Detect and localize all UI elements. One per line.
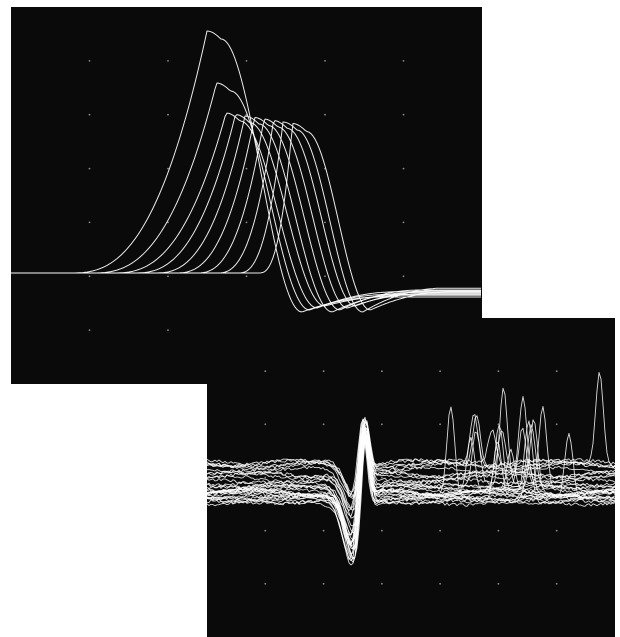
- grid-dot: [324, 221, 326, 224]
- grid-dot: [381, 423, 383, 426]
- waveform-trace: [11, 30, 481, 313]
- waveform-trace: [11, 120, 481, 307]
- grid-dot: [555, 370, 558, 373]
- waveform-trace: [11, 114, 481, 307]
- grid-dot: [88, 275, 91, 278]
- grid-dot: [245, 167, 248, 170]
- waveform-trace: [11, 115, 481, 313]
- grid-dot: [88, 113, 91, 116]
- grid-dot: [381, 529, 383, 532]
- grid-dot: [88, 221, 91, 224]
- grid-dot: [322, 370, 325, 373]
- grid-dot: [264, 476, 267, 479]
- grid-dot: [497, 370, 500, 373]
- grid-dot: [555, 582, 558, 585]
- waveform-trace: [11, 121, 481, 313]
- grid-dot: [439, 529, 441, 532]
- grid-dot: [245, 60, 248, 62]
- grid-dot: [402, 221, 405, 224]
- grid-dot: [497, 529, 500, 532]
- grid-dot: [88, 329, 91, 331]
- waveform-trace: [11, 123, 481, 311]
- grid-dot: [381, 582, 383, 585]
- grid-dot: [167, 329, 169, 331]
- grid-dot: [245, 275, 248, 278]
- grid-dot: [264, 582, 267, 585]
- grid-dot: [264, 529, 267, 532]
- waveform-trace: [207, 395, 615, 519]
- grid-dot: [402, 113, 405, 116]
- grid-dot: [245, 221, 248, 224]
- waveform-trace: [207, 435, 615, 559]
- grid-dot: [324, 60, 326, 62]
- waveform-trace: [11, 112, 481, 309]
- grid-dot: [555, 423, 558, 426]
- grid-dot: [555, 529, 558, 532]
- grid-dot: [402, 275, 405, 278]
- waveform-trace: [207, 430, 615, 550]
- traces-bottom: [207, 372, 615, 566]
- grid-dot: [439, 370, 441, 373]
- grid-dot: [322, 423, 325, 426]
- grid-dot: [402, 167, 405, 170]
- waveform-trace: [207, 415, 615, 497]
- grid-dot: [497, 582, 500, 585]
- waveform-trace: [207, 418, 615, 511]
- grid-dot: [264, 370, 267, 373]
- grid-dot: [324, 113, 326, 116]
- waveform-trace: [207, 426, 615, 527]
- grid-dot: [439, 582, 441, 585]
- waveform-trace: [207, 437, 615, 562]
- grid-dot: [439, 423, 441, 426]
- grid-dot: [381, 476, 383, 479]
- grid-dot: [381, 370, 383, 373]
- waveform-trace: [11, 117, 481, 311]
- grid-dot: [497, 423, 500, 426]
- waveform-trace: [207, 372, 615, 500]
- waveform-trace: [207, 434, 615, 560]
- grid-dot: [88, 60, 91, 62]
- waveform-trace: [207, 424, 615, 543]
- waveform-trace: [207, 387, 615, 536]
- traces-top: [11, 30, 481, 313]
- grid-dot: [167, 275, 169, 278]
- grid-dot: [322, 582, 325, 585]
- grid-dot: [167, 167, 169, 170]
- waveform-trace: [11, 118, 481, 309]
- grid-dot: [324, 275, 326, 278]
- grid-dot: [167, 113, 169, 116]
- grid-dot: [322, 529, 325, 532]
- oscilloscope-screen-bottom: [207, 318, 615, 637]
- grid-dot: [167, 60, 169, 62]
- waveform-trace: [207, 414, 615, 497]
- grid-dot: [402, 60, 405, 62]
- grid-dot: [264, 423, 267, 426]
- grid-dot: [88, 167, 91, 170]
